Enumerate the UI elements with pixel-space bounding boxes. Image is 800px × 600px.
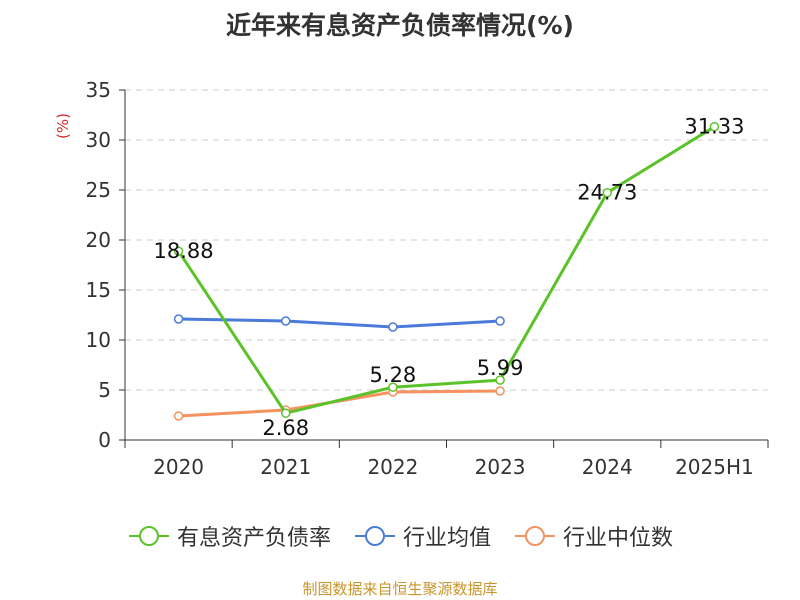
data-point-debt_ratio	[388, 382, 398, 392]
series-line-industry_avg	[178, 317, 501, 329]
data-label: 2.68	[262, 416, 309, 440]
source-note: 制图数据来自恒生聚源数据库	[302, 580, 498, 598]
data-label: 5.99	[477, 356, 524, 380]
x-tick-label: 2021	[260, 455, 311, 479]
x-tick-label: 2023	[475, 455, 526, 479]
data-point-industry_median	[173, 411, 184, 421]
data-label: 5.28	[370, 363, 417, 387]
legend-label-industry-median: 行业中位数	[563, 526, 674, 551]
data-point-debt_ratio	[281, 408, 291, 418]
y-tick-label: 20	[86, 228, 111, 252]
legend-item-debt-ratio[interactable]: 有息资产负债率	[127, 520, 331, 552]
data-point-industry_median	[495, 386, 505, 396]
data-label: 31.33	[684, 115, 744, 139]
series-line-debt_ratio	[177, 125, 716, 415]
legend: 有息资产负债率 行业均值 行业中位数	[0, 520, 800, 552]
data-point-debt_ratio	[495, 375, 505, 385]
x-tick-label: 2024	[582, 455, 633, 479]
legend-item-industry-avg[interactable]: 行业均值	[353, 520, 491, 552]
x-tick-label: 2022	[367, 455, 418, 479]
legend-circle	[364, 526, 385, 546]
chart-title: 近年来有息资产负债率情况(%)	[226, 11, 574, 40]
legend-circle	[525, 526, 545, 546]
data-point-debt_ratio	[602, 187, 612, 198]
series-line-industry_median	[178, 389, 501, 418]
data-point-debt_ratio	[173, 246, 184, 256]
y-tick-label: 25	[86, 178, 111, 202]
legend-label-debt-ratio: 有息资产负债率	[176, 526, 331, 551]
legend-circle	[138, 526, 159, 546]
y-tick-label: 0	[98, 428, 111, 452]
x-tick-label: 2020	[153, 455, 204, 479]
data-point-industry_avg	[173, 314, 184, 324]
y-axis-label: (%)	[54, 113, 72, 139]
data-point-industry_avg	[495, 316, 505, 326]
legend-marker-debt-ratio-icon	[128, 526, 169, 546]
data-label: 18.88	[154, 239, 214, 263]
legend-marker-industry-avg-icon	[354, 526, 395, 546]
x-tick-label: 2025H1	[675, 455, 754, 479]
data-point-debt_ratio	[709, 121, 720, 132]
legend-label-industry-avg: 行业均值	[402, 526, 491, 551]
data-label: 24.73	[577, 181, 637, 205]
y-tick-label: 30	[86, 128, 111, 152]
legend-marker-industry-median-icon	[515, 526, 555, 546]
y-tick-label: 5	[98, 378, 111, 402]
legend-item-industry-median[interactable]: 行业中位数	[513, 520, 673, 552]
y-tick-label: 15	[86, 278, 111, 302]
y-tick-label: 10	[86, 328, 111, 352]
y-tick-label: 35	[86, 78, 111, 102]
data-point-industry_avg	[388, 322, 398, 332]
data-point-industry_avg	[281, 316, 291, 326]
